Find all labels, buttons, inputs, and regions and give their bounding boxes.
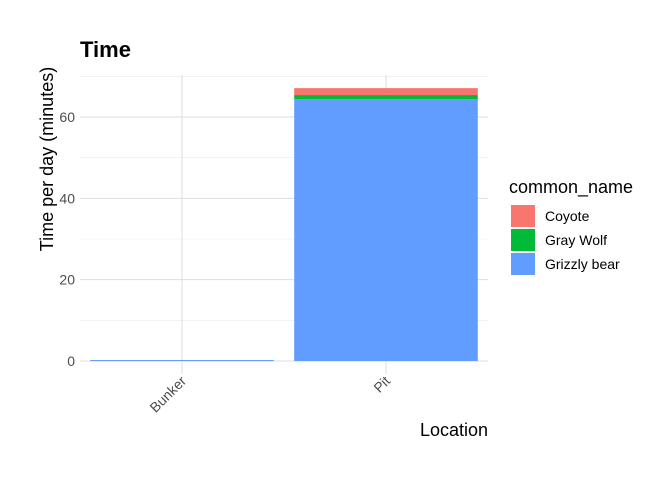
- legend-key-coyote: [511, 205, 535, 227]
- y-tick-label: 0: [67, 353, 75, 369]
- x-tick-label: Pit: [370, 373, 393, 396]
- bar-segment-gray-wolf: [294, 95, 478, 100]
- legend-label-grizzly-bear: Grizzly bear: [545, 256, 620, 272]
- bar-segment-grizzly-bear: [294, 99, 478, 362]
- chart-title: Time: [80, 37, 131, 62]
- x-axis-title: Location: [420, 420, 488, 440]
- y-tick-label: 20: [59, 272, 75, 288]
- legend-label-coyote: Coyote: [545, 208, 590, 224]
- legend: common_name Coyote Gray Wolf Grizzly bear: [509, 177, 633, 275]
- legend-key-grizzly-bear: [511, 253, 535, 275]
- y-tick-label: 40: [59, 190, 75, 206]
- y-tick-label: 60: [59, 109, 75, 125]
- legend-title: common_name: [509, 177, 633, 198]
- x-tick-label: Bunker: [146, 373, 189, 416]
- y-axis-title: Time per day (minutes): [37, 67, 57, 251]
- bar-segment-grizzly-bear: [90, 360, 274, 361]
- bars-layer: [90, 88, 478, 362]
- bar-segment-coyote: [294, 88, 478, 96]
- legend-label-gray-wolf: Gray Wolf: [545, 232, 607, 248]
- legend-key-gray-wolf: [511, 229, 535, 251]
